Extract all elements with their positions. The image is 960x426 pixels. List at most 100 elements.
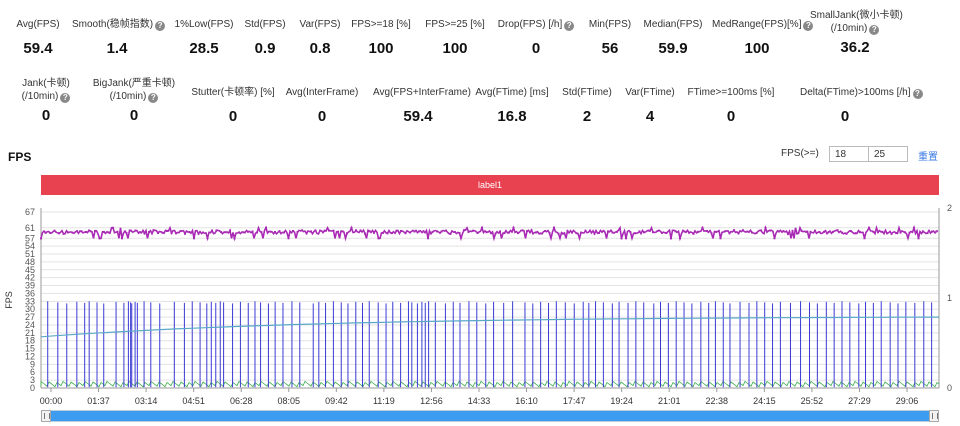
stat-2-8: FTime>=100ms [%] 0 xyxy=(686,86,776,125)
fps-point xyxy=(584,229,587,232)
fps-point xyxy=(413,230,416,233)
fps-point xyxy=(800,229,803,232)
fps-point xyxy=(688,231,690,234)
fps-point xyxy=(859,231,861,234)
fps-point xyxy=(787,232,789,235)
fps-point xyxy=(62,232,65,235)
y-tick-label: 21 xyxy=(25,328,35,338)
x-tick-label: 06:28 xyxy=(230,396,253,406)
fps-point xyxy=(751,231,753,234)
y-tick-label: 67 xyxy=(25,207,35,217)
fps-point xyxy=(283,231,285,234)
fps-point xyxy=(589,229,591,232)
fps-point xyxy=(791,229,794,232)
x-tick-label: 22:38 xyxy=(706,396,729,406)
fps-point xyxy=(778,230,780,233)
fps-point xyxy=(382,231,384,234)
help-icon[interactable]: ? xyxy=(148,93,159,103)
fps-point xyxy=(193,237,195,240)
fps-point xyxy=(616,230,618,233)
fps-point xyxy=(544,229,546,232)
y-tick-label: 30 xyxy=(25,304,35,314)
help-icon[interactable]: ? xyxy=(155,21,166,31)
fps-point xyxy=(445,229,447,232)
scroll-handle-right[interactable] xyxy=(929,410,939,422)
fps-point xyxy=(710,232,713,235)
reset-button[interactable]: 重置 xyxy=(918,152,938,163)
stat-label: Avg(InterFrame) xyxy=(285,87,359,98)
fps-point xyxy=(265,226,267,229)
fps-point xyxy=(607,230,609,233)
fps-point xyxy=(701,226,704,229)
x-tick-label: 25:52 xyxy=(801,396,824,406)
fps-point xyxy=(485,231,488,234)
fps-point xyxy=(863,237,866,240)
help-icon[interactable]: ? xyxy=(803,21,814,31)
fps-point xyxy=(112,226,114,229)
fps-point xyxy=(557,232,560,235)
fps-point xyxy=(287,237,290,240)
fps-point xyxy=(256,231,258,234)
stat-label: Delta(FTime)>100ms [/h]? xyxy=(800,86,923,99)
fps-point xyxy=(674,230,677,233)
y-tick-label: 45 xyxy=(25,265,35,275)
fps-point xyxy=(886,232,888,235)
x-tick-label: 12:56 xyxy=(420,396,443,406)
fps-point xyxy=(148,231,150,234)
stat-value: 36.2 xyxy=(840,39,870,56)
fps-point xyxy=(733,229,735,232)
fps-point xyxy=(881,230,884,233)
fps-point xyxy=(152,229,155,232)
stat-label: Std(FTime) xyxy=(562,87,612,98)
help-icon[interactable]: ? xyxy=(869,25,880,35)
scroll-handle-left[interactable] xyxy=(41,410,51,422)
fps-point xyxy=(116,230,119,233)
help-icon[interactable]: ? xyxy=(912,89,923,99)
fps-point xyxy=(121,237,123,240)
fps-point xyxy=(278,230,281,233)
stat-1-9: Median(FPS) 59.9 xyxy=(628,18,718,57)
x-tick-label: 21:01 xyxy=(658,396,681,406)
fps-threshold-input-1[interactable]: 18 xyxy=(829,146,869,162)
fps-point xyxy=(233,237,236,240)
x-tick-label: 17:47 xyxy=(563,396,586,406)
fps-point xyxy=(481,226,483,229)
fps-point xyxy=(629,231,632,234)
stat-label: FPS>=25 [%] xyxy=(425,19,485,30)
stat-2-5: Avg(FTime) [ms] 16.8 xyxy=(467,86,557,125)
help-icon[interactable]: ? xyxy=(60,93,71,103)
fps-point xyxy=(611,231,614,234)
fps-point xyxy=(620,237,623,240)
fps-point xyxy=(508,231,510,234)
y-tick-label: 54 xyxy=(25,241,35,251)
fps-point xyxy=(472,229,474,232)
fps-point xyxy=(724,230,726,233)
stat-label: Avg(FPS) xyxy=(16,19,60,30)
fps-point xyxy=(769,229,771,232)
stat-label: Std(FPS) xyxy=(244,19,286,30)
stat-2-0: Jank(卡顿) (/10min)? 0 xyxy=(1,77,91,124)
fps-point xyxy=(395,229,398,232)
fps-point xyxy=(715,230,717,233)
fps-point xyxy=(314,229,317,232)
stat-label: MedRange(FPS)[%]? xyxy=(712,18,814,31)
time-range-scrollbar[interactable] xyxy=(41,410,939,422)
help-icon[interactable]: ? xyxy=(564,21,575,31)
fps-point xyxy=(296,230,299,233)
fps-point xyxy=(206,237,209,240)
label-bar[interactable]: label1 xyxy=(41,175,939,195)
fps-point xyxy=(107,231,110,234)
fps-chart[interactable]: 0369121518212427303336394245485154576167… xyxy=(0,200,960,410)
fps-point xyxy=(463,229,465,232)
fps-point xyxy=(175,232,177,235)
fps-point xyxy=(841,231,843,234)
x-tick-label: 29:06 xyxy=(896,396,919,406)
fps-threshold-input-2[interactable]: 25 xyxy=(868,146,908,162)
stat-value: 28.5 xyxy=(189,40,219,57)
stat-value: 0 xyxy=(726,108,736,125)
y-axis-label: FPS xyxy=(4,291,14,309)
stat-value: 2 xyxy=(582,108,592,125)
fps-point xyxy=(670,237,672,240)
stat-value: 59.4 xyxy=(23,40,53,57)
fps-point xyxy=(890,232,893,235)
